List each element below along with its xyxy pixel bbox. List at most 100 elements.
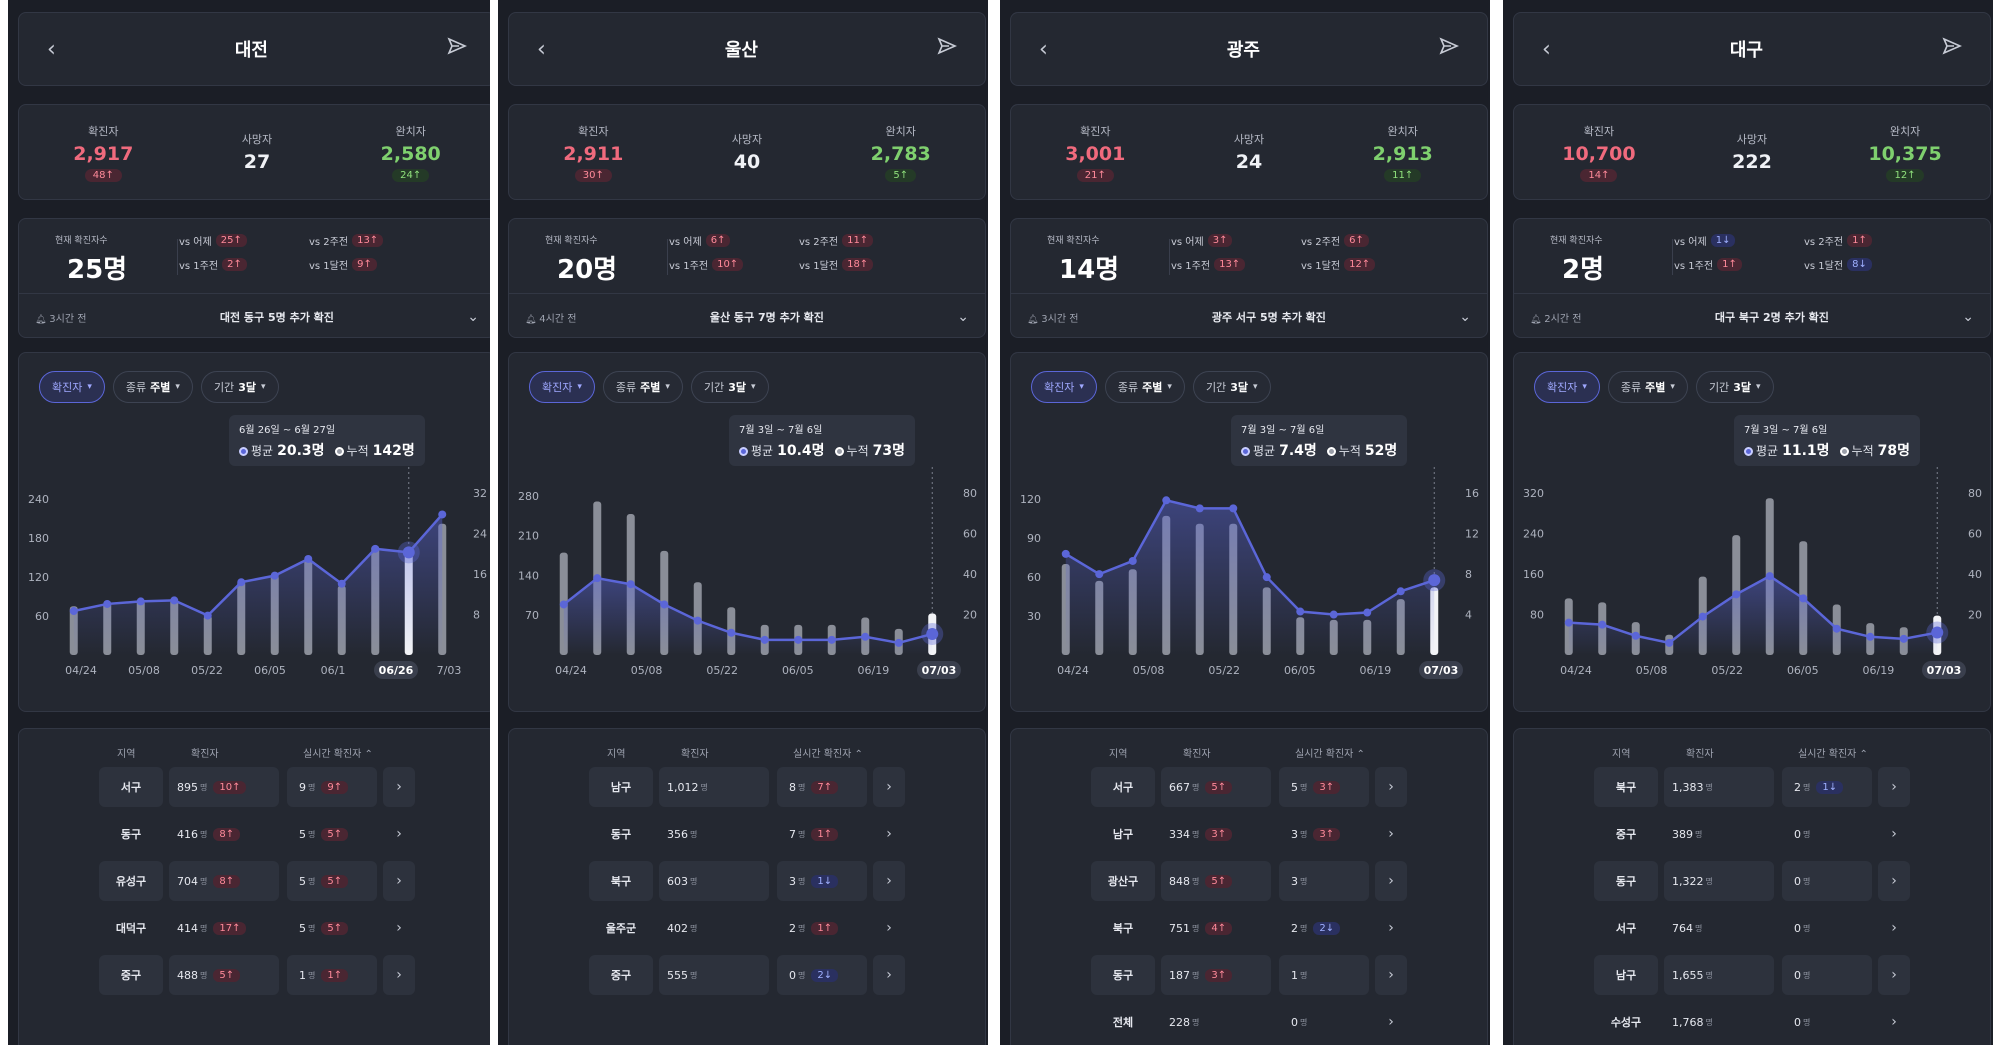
table-row[interactable]: 북구 751 명 4↑ 2 명 2↓ ›	[1011, 908, 1487, 952]
chevron-right-icon[interactable]: ›	[1878, 767, 1910, 807]
chevron-down-icon: ▾	[1755, 382, 1761, 392]
region-live-delta: 5↑	[321, 827, 349, 841]
table-row[interactable]: 동구 187 명 3↑ 1 명 ›	[1011, 955, 1487, 999]
filter-kind-button[interactable]: 종류 주별 ▾	[112, 371, 193, 403]
region-total-value: 667	[1169, 780, 1190, 794]
filter-kind-button[interactable]: 종류 주별 ▾	[1607, 371, 1688, 403]
chevron-left-icon[interactable]: ‹	[47, 36, 56, 62]
table-row[interactable]: 동구 416 명 8↑ 5 명 5↑ ›	[19, 814, 495, 858]
chevron-right-icon[interactable]: ›	[383, 767, 415, 807]
chevron-down-icon: ▾	[1167, 382, 1172, 392]
latest-alert[interactable]: 🔔︎ 4시간 전 울산 동구 7명 추가 확진 ⌄	[525, 305, 969, 329]
unit-label: 명	[1803, 1017, 1811, 1027]
chevron-right-icon[interactable]: ›	[886, 920, 892, 936]
stat-label: 사망자	[731, 133, 763, 146]
latest-alert[interactable]: 🔔︎ 2시간 전 대구 북구 2명 추가 확진 ⌄	[1530, 305, 1974, 329]
filter-period-button[interactable]: 기간 3달 ▾	[1192, 371, 1271, 403]
filter-metric-button[interactable]: 확진자 ▾	[39, 371, 105, 403]
region-live-value: 1	[1291, 968, 1298, 982]
cum-dot-icon	[1839, 447, 1849, 456]
column-total: 확진자	[1183, 749, 1211, 760]
left-axis-tick: 280	[518, 490, 539, 503]
chevron-right-icon[interactable]: ›	[396, 826, 402, 842]
chevron-right-icon[interactable]: ›	[1375, 767, 1407, 807]
send-icon[interactable]	[1942, 36, 1962, 62]
chevron-right-icon[interactable]: ›	[873, 767, 905, 807]
chevron-right-icon[interactable]: ›	[1388, 826, 1394, 842]
average-area	[1568, 576, 1938, 655]
average-point	[1598, 620, 1607, 629]
filter-metric-button[interactable]: 확진자 ▾	[529, 371, 595, 403]
region-live-delta: 7↑	[811, 780, 839, 794]
table-row[interactable]: 남구 334 명 3↑ 3 명 3↑ ›	[1011, 814, 1487, 858]
send-icon[interactable]	[1439, 36, 1459, 62]
send-icon[interactable]	[937, 36, 957, 62]
table-row[interactable]: 수성구 1,768 명 0 명 ›	[1514, 1002, 1990, 1045]
region-live-value: 2	[789, 921, 796, 935]
chevron-right-icon[interactable]: ›	[1878, 955, 1910, 995]
table-row[interactable]: 북구 603 명 3 명 1↓ ›	[509, 861, 985, 905]
table-row[interactable]: 중구 488 명 5↑ 1 명 1↑ ›	[19, 955, 495, 999]
table-row[interactable]: 서구 764 명 0 명 ›	[1514, 908, 1990, 952]
chevron-right-icon[interactable]: ›	[1375, 861, 1407, 901]
filter-metric-button[interactable]: 확진자 ▾	[1534, 371, 1600, 403]
chevron-down-icon[interactable]: ⌄	[1459, 309, 1471, 325]
stat-label: 확진자	[578, 124, 609, 138]
chevron-left-icon[interactable]: ‹	[537, 36, 546, 62]
compare-vs-1week: vs 1주전 10↑	[669, 257, 744, 272]
chevron-left-icon[interactable]: ‹	[1542, 36, 1551, 62]
chevron-right-icon[interactable]: ›	[396, 920, 402, 936]
chevron-down-icon[interactable]: ⌄	[1962, 309, 1974, 325]
table-row[interactable]: 울주군 402 명 2 명 1↑ ›	[509, 908, 985, 952]
table-row[interactable]: 북구 1,383 명 2 명 1↓ ›	[1514, 767, 1990, 811]
average-point	[760, 635, 769, 644]
filter-metric-button[interactable]: 확진자 ▾	[1031, 371, 1097, 403]
tooltip-avg-label: 평균	[1253, 444, 1276, 458]
latest-alert[interactable]: 🔔︎ 3시간 전 광주 서구 5명 추가 확진 ⌄	[1027, 305, 1471, 329]
table-row[interactable]: 남구 1,655 명 0 명 ›	[1514, 955, 1990, 999]
table-row[interactable]: 남구 1,012 명 8 명 7↑ ›	[509, 767, 985, 811]
chevron-right-icon[interactable]: ›	[1891, 1014, 1897, 1030]
alert-message: 광주 서구 5명 추가 확진	[1211, 311, 1326, 324]
chevron-down-icon[interactable]: ⌄	[467, 309, 479, 325]
table-row[interactable]: 서구 895 명 10↑ 9 명 9↑ ›	[19, 767, 495, 811]
table-row[interactable]: 서구 667 명 5↑ 5 명 3↑ ›	[1011, 767, 1487, 811]
chevron-right-icon[interactable]: ›	[1891, 920, 1897, 936]
table-row[interactable]: 유성구 704 명 8↑ 5 명 5↑ ›	[19, 861, 495, 905]
chevron-right-icon[interactable]: ›	[1375, 955, 1407, 995]
filter-period-button[interactable]: 기간 3달 ▾	[1695, 371, 1774, 403]
filter-period-button[interactable]: 기간 3달 ▾	[690, 371, 769, 403]
chevron-right-icon[interactable]: ›	[383, 861, 415, 901]
stat-delta: 14↑	[1580, 168, 1618, 182]
table-row[interactable]: 중구 389 명 0 명 ›	[1514, 814, 1990, 858]
chevron-right-icon[interactable]: ›	[1891, 826, 1897, 842]
region-live: 1 명 1↑	[287, 955, 377, 995]
table-row[interactable]: 전체 228 명 0 명 ›	[1011, 1002, 1487, 1045]
chevron-right-icon[interactable]: ›	[1878, 861, 1910, 901]
table-row[interactable]: 광산구 848 명 5↑ 3 명 ›	[1011, 861, 1487, 905]
compare-chip: 6↑	[1344, 234, 1369, 247]
table-row[interactable]: 대덕구 414 명 17↑ 5 명 5↑ ›	[19, 908, 495, 952]
chevron-right-icon[interactable]: ›	[873, 861, 905, 901]
filter-kind-button[interactable]: 종류 주별 ▾	[1104, 371, 1185, 403]
table-row[interactable]: 중구 555 명 0 명 2↓ ›	[509, 955, 985, 999]
filter-kind-button[interactable]: 종류 주별 ▾	[602, 371, 683, 403]
send-icon[interactable]	[447, 36, 467, 62]
chevron-right-icon[interactable]: ›	[1388, 1014, 1394, 1030]
compare-chip: 9↑	[352, 258, 377, 271]
region-live: 5 명 5↑	[287, 861, 377, 901]
latest-alert[interactable]: 🔔︎ 3시간 전 대전 동구 5명 추가 확진 ⌄	[35, 305, 479, 329]
table-row[interactable]: 동구 1,322 명 0 명 ›	[1514, 861, 1990, 905]
average-point	[1866, 632, 1875, 641]
chevron-right-icon[interactable]: ›	[873, 955, 905, 995]
chevron-right-icon[interactable]: ›	[886, 826, 892, 842]
chevron-right-icon[interactable]: ›	[383, 955, 415, 995]
average-point	[1631, 631, 1640, 640]
chevron-down-icon[interactable]: ⌄	[957, 309, 969, 325]
table-row[interactable]: 동구 356 명 7 명 1↑ ›	[509, 814, 985, 858]
chevron-right-icon[interactable]: ›	[1388, 920, 1394, 936]
region-live-delta: 1↓	[1816, 780, 1844, 794]
chevron-left-icon[interactable]: ‹	[1039, 36, 1048, 62]
filter-period-button[interactable]: 기간 3달 ▾	[200, 371, 279, 403]
